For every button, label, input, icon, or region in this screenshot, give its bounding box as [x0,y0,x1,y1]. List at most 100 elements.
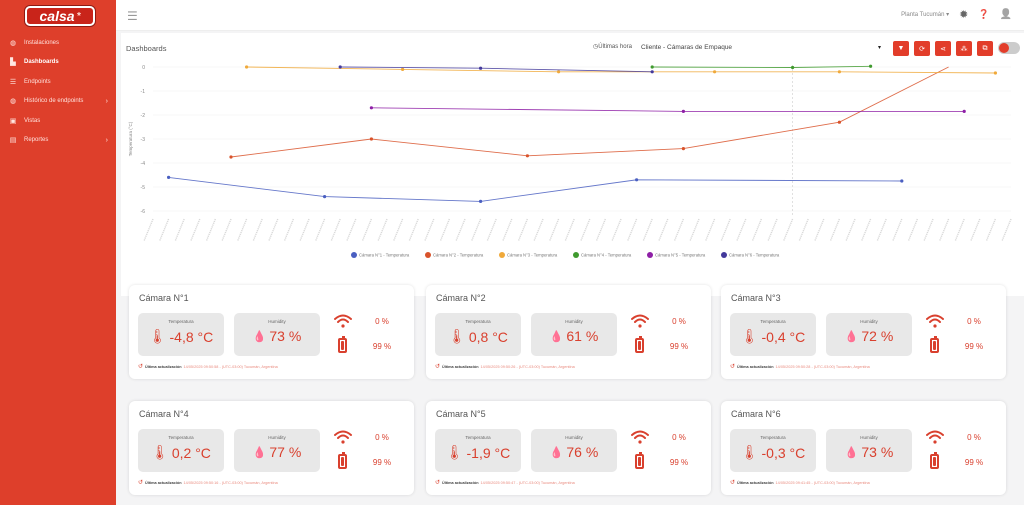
refresh-button[interactable]: ⟳ [914,41,930,56]
data-point [245,65,249,69]
humidity-label: Humidity [565,435,583,440]
thermometer-icon: 🌡 [740,328,759,344]
signal-value: 0 % [672,433,686,442]
legend-marker [351,252,357,258]
wifi-signal-icon [631,314,649,328]
location-selector[interactable]: Planta Tucumán ▾ [901,12,950,18]
battery-fill [933,457,936,466]
x-tick-label [970,218,981,242]
last-update-label: Última actualización [737,364,774,369]
x-tick-label [1001,218,1012,242]
hamburger-menu-icon[interactable]: ☰ [127,9,138,23]
x-tick-label [502,218,513,242]
camera-title: Cámara N°5 [436,409,486,419]
humidity-value: 77 % [269,444,302,460]
x-tick-label [938,218,950,242]
data-point [713,70,717,74]
water-drop-icon: 💧 [252,330,267,343]
export-button[interactable]: ⧉ [977,41,993,56]
thermometer-icon: 🌡 [148,328,167,344]
lock-toggle[interactable] [998,42,1020,54]
x-tick-label [829,218,841,242]
temperature-label: Temperatura [465,319,491,324]
y-tick-label: -6 [141,209,146,215]
camera-card-4[interactable]: Cámara N°4 Temperatura 🌡 0,2 °C Humidity … [129,401,414,495]
data-point [837,70,842,74]
list-icon: ☰ [9,78,17,86]
x-tick-label [330,218,341,242]
user-avatar-icon[interactable]: 👤 [999,9,1012,20]
y-tick-label: 0 [142,65,145,71]
report-icon: ▤ [9,137,17,145]
temperature-label: Temperatura [168,435,194,440]
signal-value: 0 % [967,317,981,326]
water-drop-icon: 💧 [844,446,859,459]
camera-title: Cámara N°1 [139,293,189,303]
data-point [557,70,561,74]
temperature-tile: Temperatura 🌡 0,8 °C [435,313,521,356]
wifi-signal-icon [334,430,352,444]
data-point [681,147,686,151]
toolbar: ▼ ⟳ ⋖ ⁂ ⧉ [893,41,1020,56]
filter-button[interactable]: ▼ [893,41,909,56]
sidebar-item-hist-rico-de-endpoints[interactable]: ◍ Histórico de endpoints › [0,92,116,112]
sidebar-item-label: Vistas [24,117,41,124]
main-content: Dashboards ◷Últimas hora Cliente - Cámar… [116,31,1024,505]
camera-card-3[interactable]: Cámara N°3 Temperatura 🌡 -0,4 °C Humidity… [721,285,1006,379]
x-tick-label [314,218,326,242]
signal-value: 0 % [672,317,686,326]
humidity-tile: Humidity 💧 77 % [234,429,320,472]
external-link-icon: ⧉ [982,44,988,52]
legend-marker [573,252,579,258]
data-point [323,195,327,199]
layout-button[interactable]: ⁂ [956,41,972,56]
battery-fill [638,457,641,466]
x-tick-label [642,218,653,242]
camera-card-6[interactable]: Cámara N°6 Temperatura 🌡 -0,3 °C Humidity… [721,401,1006,495]
sidebar-item-dashboards[interactable]: ▙ Dashboards [0,53,116,73]
data-point [369,106,373,110]
humidity-tile: Humidity 💧 73 % [826,429,912,472]
topbar-right: Planta Tucumán ▾ ✹ ❓ 👤 [901,8,1012,21]
camera-card-2[interactable]: Cámara N°2 Temperatura 🌡 0,8 °C Humidity … [426,285,711,379]
sidebar-item-endpoints[interactable]: ☰ Endpoints [0,72,116,92]
y-tick-label: -2 [141,113,146,119]
client-select[interactable]: Cliente - Cámaras de Empaque ▾ [641,41,881,53]
humidity-tile: Humidity 💧 73 % [234,313,320,356]
water-drop-icon: 💧 [549,330,564,343]
water-drop-icon: 💧 [844,330,859,343]
data-point [369,137,373,141]
sidebar-item-label: Dashboards [24,59,59,66]
sidebar-item-label: Reportes [24,137,49,144]
sidebar-item-reportes[interactable]: ▤ Reportes › [0,131,116,151]
sidebar-item-instalaciones[interactable]: ◍ Instalaciones [0,33,116,53]
x-tick-label [611,218,622,242]
battery-icon [338,452,347,469]
time-filter[interactable]: ◷Últimas hora [593,43,632,50]
humidity-label: Humidity [268,435,286,440]
camera-card-1[interactable]: Cámara N°1 Temperatura 🌡 -4,8 °C Humidity… [129,285,414,379]
help-icon[interactable]: ❓ [978,9,990,19]
calsa-logo[interactable]: calsa * [25,6,95,26]
series-line-camara-5 [371,107,965,112]
temperature-label: Temperatura [465,435,491,440]
sidebar-item-vistas[interactable]: ▣ Vistas [0,111,116,131]
last-update-label: Última actualización [442,364,479,369]
battery-value: 99 % [372,458,392,467]
share-button[interactable]: ⋖ [935,41,951,56]
legend-marker [721,252,727,258]
battery-icon [338,336,347,353]
x-tick-label [626,218,638,242]
last-update: ↺ Última actualización 14/05/2025 09:50:… [435,363,575,370]
humidity-label: Humidity [565,319,583,324]
data-point [681,109,686,113]
x-tick-label [174,218,185,242]
camera-title: Cámara N°2 [436,293,486,303]
camera-card-5[interactable]: Cámara N°5 Temperatura 🌡 -1,9 °C Humidity… [426,401,711,495]
sidebar-nav: ◍ Instalaciones ▙ Dashboards ☰ Endpoints… [0,33,116,150]
logo-star: * [76,10,81,22]
x-tick-label [736,218,747,242]
series-line-camara-3 [246,66,996,74]
refresh-icon: ⟳ [919,45,925,53]
gear-icon[interactable]: ✹ [959,9,969,21]
